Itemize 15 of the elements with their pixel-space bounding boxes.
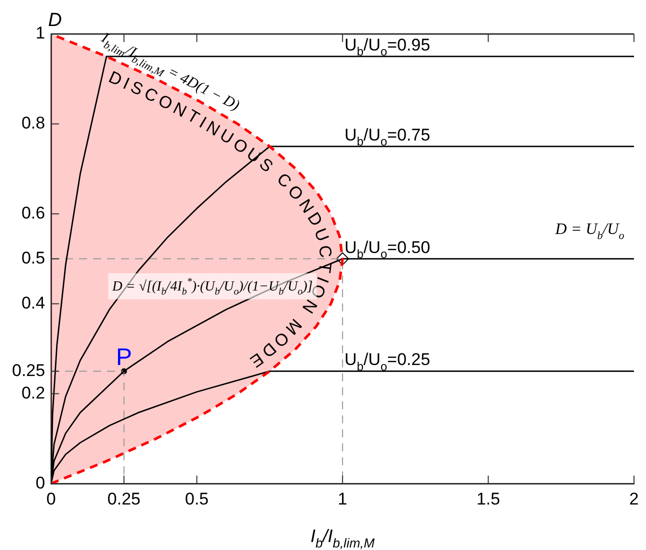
y-tick-label: 0.8 <box>21 114 46 133</box>
x-tick-label: 1.5 <box>476 489 500 508</box>
y-tick-label: 0.5 <box>21 248 46 268</box>
y-tick-label: 0.4 <box>21 293 46 312</box>
x-tick-label: 0.5 <box>184 489 209 508</box>
y-tick-label: 0.2 <box>21 383 46 402</box>
annotation: P <box>116 344 132 372</box>
x-tick-label: 0.25 <box>107 489 140 508</box>
y-tick-label: 1 <box>36 24 46 43</box>
x-tick-label: 2 <box>629 489 639 508</box>
y-axis-title: D <box>48 10 62 31</box>
y-tick-label: 0.6 <box>21 204 46 223</box>
x-tick-label: 1 <box>338 489 348 508</box>
y-tick-label: 0.25 <box>12 360 46 380</box>
y-tick-label: 0 <box>36 473 46 492</box>
